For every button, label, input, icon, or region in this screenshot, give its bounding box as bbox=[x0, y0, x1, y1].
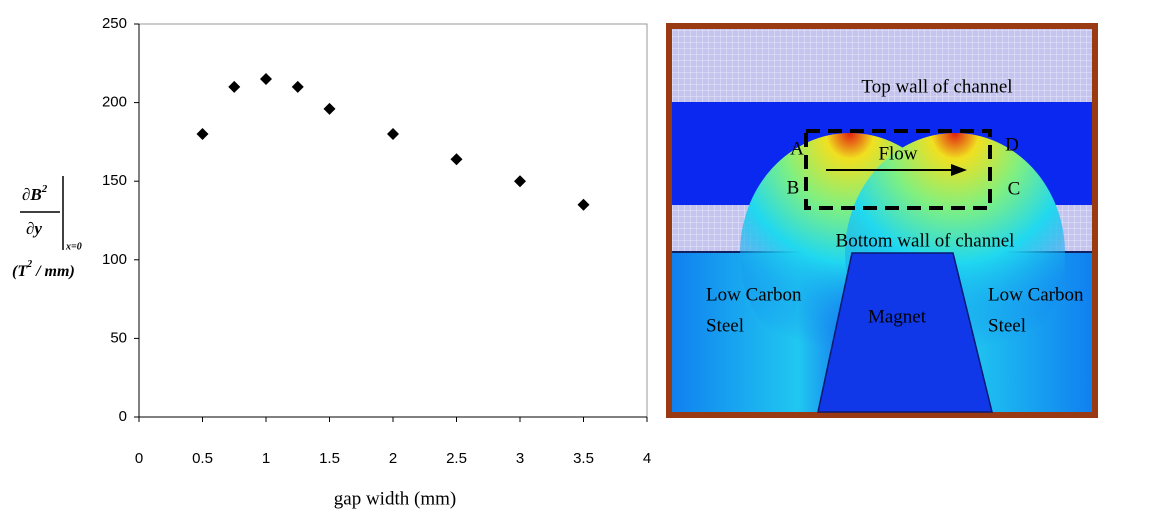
point bbox=[577, 198, 590, 211]
label: D bbox=[1005, 134, 1019, 155]
y-axis-title: ∂B2∂yx=0(T2 / mm) bbox=[12, 176, 82, 280]
x-tick-label: 2.5 bbox=[446, 450, 467, 467]
point bbox=[228, 80, 241, 93]
plot-area bbox=[138, 23, 648, 418]
point bbox=[291, 80, 304, 93]
label: C bbox=[1008, 178, 1021, 199]
diagram: Top wall of channel Bottom wall of chann… bbox=[666, 23, 1098, 418]
x-tick-label: 1 bbox=[262, 450, 270, 467]
label: Steel bbox=[988, 315, 1026, 336]
x-tick-label: 0 bbox=[135, 450, 143, 467]
x-tick-label: 3 bbox=[516, 450, 524, 467]
x-axis-title: gap width (mm) bbox=[334, 488, 456, 509]
arrow-head bbox=[951, 164, 967, 176]
x-tick-label: 2 bbox=[389, 450, 397, 467]
point bbox=[387, 128, 399, 141]
x-tick-label: 3.5 bbox=[573, 450, 594, 467]
label: B bbox=[787, 177, 800, 198]
y-title-part: (T bbox=[12, 263, 28, 280]
y-title-unit: (T2 / mm) bbox=[12, 259, 75, 279]
top-wall bbox=[672, 29, 1092, 102]
y-tick-label: 250 bbox=[102, 15, 127, 32]
chart: 0 50 100 150 200 250 0 0.5 1 1.5 2 2.5 3 3.5 4 gap widt… bbox=[12, 15, 651, 509]
point bbox=[323, 102, 336, 115]
y-title-part: 2 bbox=[26, 259, 32, 270]
label: Steel bbox=[706, 315, 744, 336]
label: A bbox=[790, 138, 804, 159]
label: Low Carbon bbox=[706, 284, 802, 305]
y-title-denominator: ∂y bbox=[26, 219, 42, 238]
y-tick-label: 100 bbox=[102, 251, 127, 268]
y-tick-label: 200 bbox=[102, 94, 127, 111]
y-tick-label: 150 bbox=[102, 172, 127, 189]
point bbox=[196, 128, 209, 141]
y-title-numerator: ∂B2 bbox=[22, 183, 48, 204]
y-title-part: / mm) bbox=[32, 263, 75, 280]
point bbox=[260, 73, 272, 86]
point bbox=[450, 153, 463, 166]
label: Low Carbon bbox=[988, 284, 1084, 305]
y-tick-label: 0 bbox=[119, 408, 127, 425]
x-tick-label: 1.5 bbox=[319, 450, 340, 467]
label: Magnet bbox=[868, 306, 927, 327]
label: Flow bbox=[878, 143, 917, 164]
x-tick-label: 4 bbox=[643, 450, 651, 467]
frame bbox=[666, 23, 1098, 418]
control-volume bbox=[804, 129, 992, 210]
point bbox=[514, 175, 526, 188]
y-title-part: ∂B bbox=[22, 185, 42, 204]
x-tick-label: 0.5 bbox=[192, 450, 213, 467]
y-title-part: 2 bbox=[41, 183, 48, 195]
label: Top wall of channel bbox=[861, 76, 1012, 97]
label: Bottom wall of channel bbox=[836, 230, 1015, 251]
magnet bbox=[817, 252, 993, 413]
y-tick-label: 50 bbox=[110, 329, 127, 346]
y-title-subscript: x=0 bbox=[65, 241, 82, 252]
